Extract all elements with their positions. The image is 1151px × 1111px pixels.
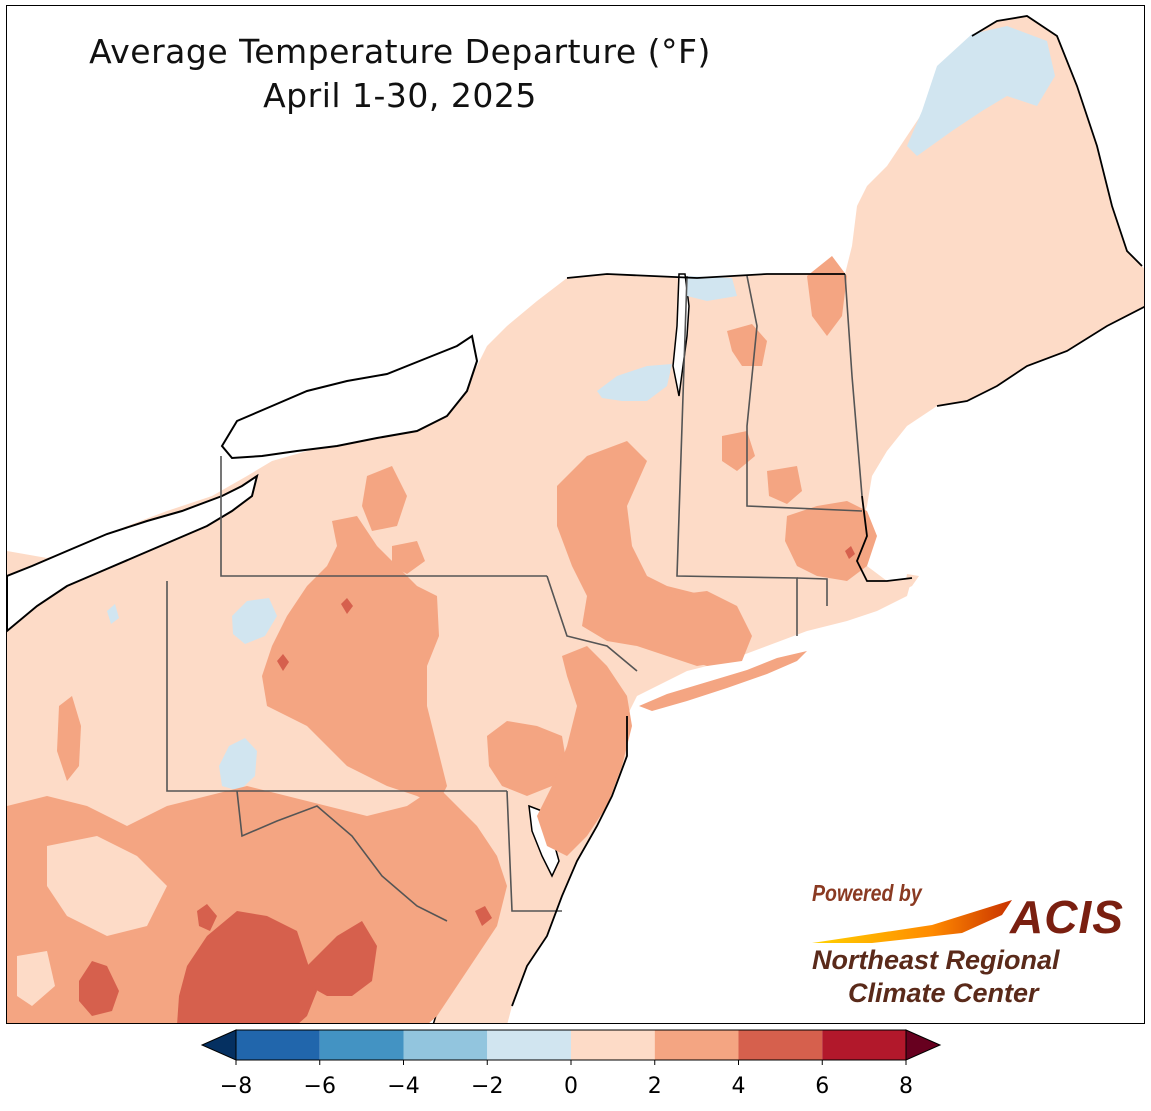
state-borders (166, 273, 863, 922)
hot-anomaly-ma-dot (845, 546, 855, 559)
cool-anomaly-st-lawrence (687, 276, 737, 301)
cool-anomaly-maine (907, 26, 1055, 156)
warm-anomaly-nh-north (807, 256, 847, 336)
warm-anomaly-ohio (57, 696, 81, 781)
colorbar-bin-1 (319, 1030, 404, 1060)
cool-anomaly-ohio (107, 604, 119, 624)
map-title: Average Temperature Departure (°F) (89, 32, 711, 71)
warm-anomaly-wv2 (17, 951, 55, 1006)
colorbar-tick-label: −4 (387, 1074, 420, 1099)
colorbar-tick-label: 0 (564, 1074, 578, 1099)
cool-anomaly-west-pa (232, 598, 277, 644)
warm-anomaly-pa-east (487, 721, 567, 796)
colorbar-bin-0 (236, 1030, 320, 1060)
warm-anomaly-nj (537, 646, 632, 856)
warm-anomaly-pa (262, 516, 447, 806)
cool-anomaly-sw-pa (219, 738, 257, 791)
cool-anomaly-adirondacks (597, 364, 672, 401)
logo-acis: ACIS (1010, 891, 1124, 943)
warm-anomaly-wny (362, 466, 407, 531)
lake-erie (7, 473, 259, 633)
map-subtitle-date: April 1-30, 2025 (263, 76, 537, 115)
colorbar-tick-label: −6 (303, 1074, 336, 1099)
colorbar-bin-5 (654, 1030, 739, 1060)
warm-anomaly-ma (785, 501, 877, 581)
warm-anomaly-vt-nh (727, 324, 767, 366)
warm-anomaly-wv (47, 836, 167, 936)
colorbar (200, 1029, 942, 1065)
temperature-departure-map (7, 15, 1144, 1023)
warm-anomaly-nh-south (767, 466, 802, 504)
colorbar-tick-label: −2 (471, 1074, 504, 1099)
hot-anomaly-md (197, 904, 217, 931)
lake-ontario (220, 334, 479, 460)
logo-powered-by: Powered by (812, 880, 922, 906)
warm-anomaly-ny-south (392, 541, 425, 574)
colorbar-tick-label: 8 (899, 1074, 913, 1099)
colorbar-tick-label: −8 (219, 1074, 253, 1099)
colorbar-bin-4 (571, 1030, 655, 1060)
atlantic-ocean (507, 307, 1144, 1023)
hot-anomaly-wv-south (79, 961, 119, 1016)
coastline (511, 15, 1144, 1007)
logo-org-line2: Climate Center (848, 978, 1039, 1008)
map-panel (6, 5, 1145, 1024)
colorbar-tick-label: 6 (815, 1074, 830, 1099)
colorbar-bin-6 (738, 1030, 823, 1060)
hot-anomaly-pa-dot1 (341, 598, 353, 614)
colorbar-bin-7 (822, 1030, 906, 1060)
cape-cod (867, 574, 919, 601)
long-island (639, 651, 807, 711)
colorbar-tick-label: 2 (647, 1074, 662, 1099)
hot-anomaly-pa-dot2 (277, 654, 289, 671)
hot-anomaly-de (475, 906, 492, 926)
hot-anomaly-va-east (307, 921, 377, 996)
hot-anomaly-virginia (177, 911, 317, 1023)
colorbar-bin-3 (487, 1030, 571, 1060)
warm-anomaly-south (7, 786, 507, 1023)
colorbar-bin-2 (403, 1030, 488, 1060)
logo-org-line1: Northeast Regional (812, 945, 1060, 975)
acis-swoosh-icon (812, 900, 1012, 943)
colorbar-under-arrow (200, 1029, 237, 1061)
colorbar-tick-label: 4 (731, 1074, 746, 1099)
warm-anomaly-ct (667, 591, 752, 666)
colorbar-over-arrow (905, 1029, 942, 1061)
